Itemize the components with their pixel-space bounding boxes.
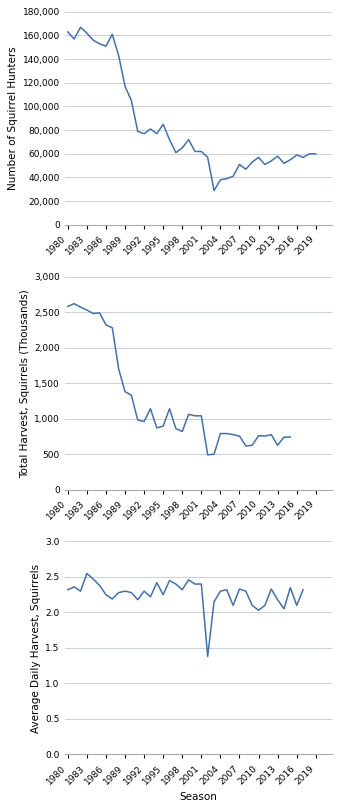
Y-axis label: Total Harvest, Squirrels (Thousands): Total Harvest, Squirrels (Thousands) (20, 289, 30, 478)
X-axis label: Season: Season (179, 791, 217, 802)
Y-axis label: Average Daily Harvest, Squirrels: Average Daily Harvest, Squirrels (31, 564, 41, 732)
Y-axis label: Number of Squirrel Hunters: Number of Squirrel Hunters (8, 46, 18, 190)
